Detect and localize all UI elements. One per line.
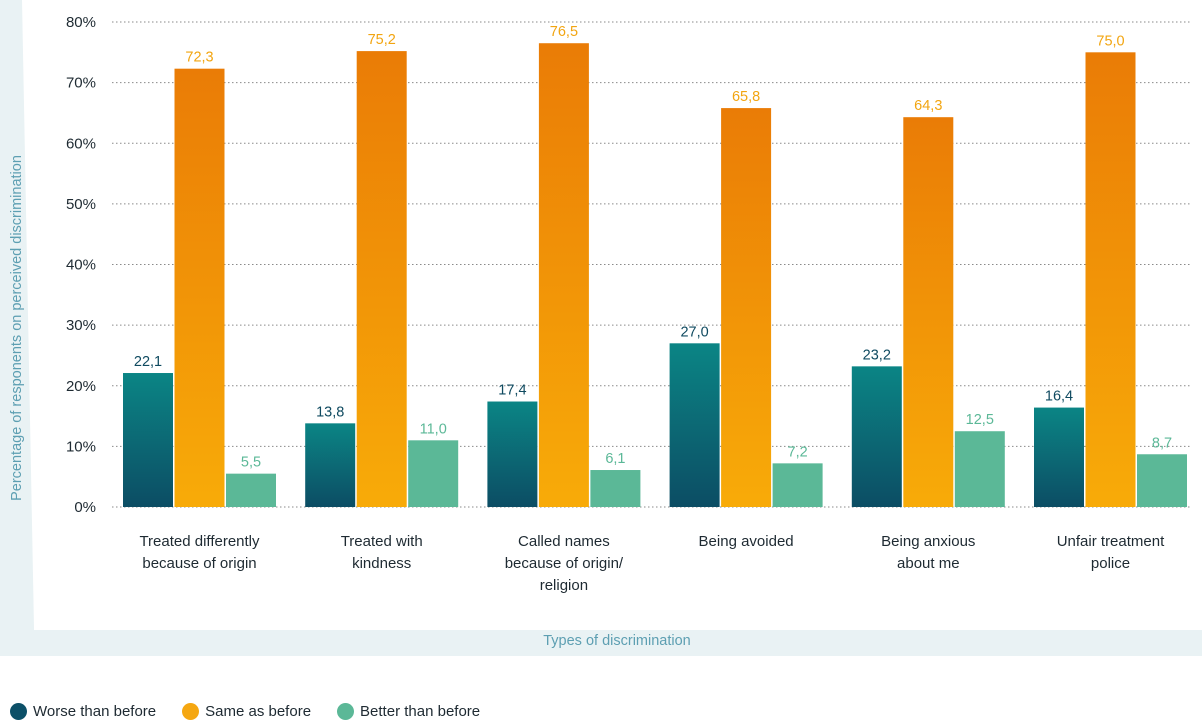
value-label-same: 76,5 (550, 24, 578, 40)
category-label: Being avoided (699, 533, 794, 550)
y-tick-label: 0% (74, 499, 96, 516)
legend-swatch-worse (10, 703, 27, 720)
bar-same (174, 68, 225, 508)
bar-same (356, 51, 407, 507)
category-label: because of origin/ (505, 555, 624, 572)
axis-band-arrow (6, 0, 16, 8)
legend-swatch-same (182, 703, 200, 720)
value-label-same: 75,0 (1096, 33, 1124, 49)
category-label: about me (897, 555, 960, 572)
y-tick-label: 60% (66, 135, 96, 152)
legend-label-same: Same as before (205, 703, 312, 720)
chart: Percentage of responents on perceived di… (0, 0, 1202, 656)
category-label: Being anxious (881, 533, 975, 550)
category-label: Treated with (341, 533, 423, 550)
category-label: kindness (352, 555, 411, 572)
bar-better (408, 440, 459, 507)
bar-worse (123, 373, 173, 507)
bar-same (721, 108, 772, 508)
legend-item-better: Better than before (337, 703, 480, 720)
y-tick-label: 30% (66, 317, 96, 334)
value-labels: 22,1 72,3 5,5 13,8 75,2 11,0 17,4 76,5 6,1 27,0 65… (134, 24, 1172, 470)
bar-worse (487, 401, 538, 507)
legend: Worse than before Same as before Better … (10, 703, 506, 720)
bar-worse (1034, 407, 1084, 507)
value-label-better: 7,2 (788, 444, 808, 460)
value-label-same: 65,8 (732, 89, 760, 105)
legend-label-worse: Worse than before (33, 703, 157, 720)
value-label-worse: 22,1 (134, 354, 162, 370)
value-label-worse: 13,8 (316, 404, 344, 420)
value-label-worse: 27,0 (680, 324, 708, 340)
bar-better (772, 463, 823, 507)
value-label-same: 72,3 (185, 50, 213, 66)
y-tick-label: 10% (66, 438, 96, 455)
value-label-same: 75,2 (368, 32, 396, 48)
x-axis-title: Types of discrimination (543, 633, 690, 649)
y-tick-label: 40% (66, 257, 96, 274)
value-label-better: 6,1 (605, 451, 625, 467)
bar-same (903, 117, 954, 508)
category-label: Treated differently (139, 533, 260, 550)
value-label-worse: 23,2 (863, 347, 891, 363)
y-tick-label: 70% (66, 75, 96, 92)
value-label-better: 8,7 (1152, 435, 1172, 451)
bar-better (590, 470, 641, 507)
bar-worse (305, 423, 356, 507)
y-tick-label: 50% (66, 196, 96, 213)
y-tick-label: 20% (66, 378, 96, 395)
value-label-worse: 17,4 (498, 383, 526, 399)
bar-worse (669, 343, 720, 507)
category-label: religion (540, 577, 588, 594)
category-label: Unfair treatment (1057, 533, 1165, 550)
bar-worse (851, 366, 902, 507)
legend-label-better: Better than before (360, 703, 481, 720)
bar-same (538, 43, 589, 507)
bar-better (1137, 454, 1187, 507)
grid-lines (112, 21, 1192, 508)
bar-better (226, 473, 276, 507)
value-label-better: 11,0 (420, 421, 447, 437)
bar-same (1085, 52, 1136, 507)
category-label: because of origin (142, 555, 256, 572)
category-label: Called names (518, 533, 610, 550)
legend-swatch-better (337, 703, 355, 720)
value-label-same: 64,3 (914, 98, 942, 114)
legend-item-worse: Worse than before (10, 703, 156, 720)
bar-better (954, 431, 1005, 507)
y-tick-label: 80% (66, 14, 96, 31)
value-label-worse: 16,4 (1045, 389, 1073, 405)
value-label-better: 5,5 (241, 455, 261, 471)
legend-item-same: Same as before (182, 703, 311, 720)
category-label: police (1091, 555, 1130, 572)
value-label-better: 12,5 (966, 412, 994, 428)
y-axis-title: Percentage of responents on perceived di… (9, 155, 25, 501)
y-tick-labels: 0% 10% 20% 30% 40% 50% 60% 70% 80% (66, 14, 96, 516)
category-labels: Treated differently because of origin Trea… (139, 533, 1165, 594)
bars (123, 43, 1187, 508)
